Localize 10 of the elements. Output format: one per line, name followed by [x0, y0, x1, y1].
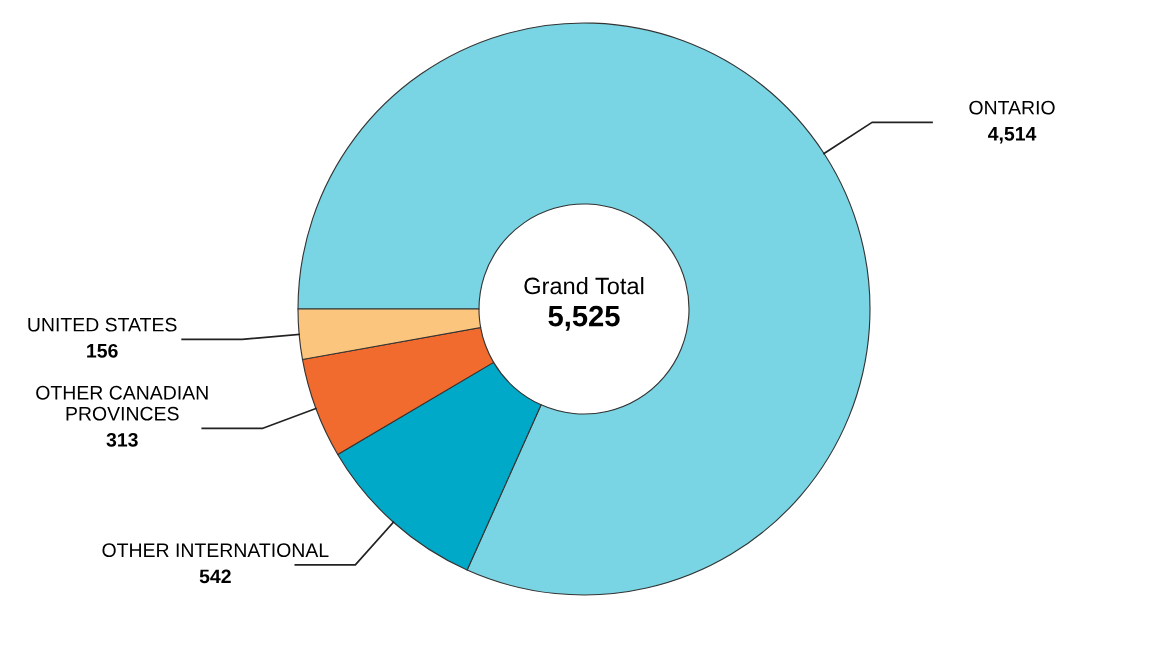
text: Grand Total	[524, 276, 644, 295]
data-label: 4,514	[988, 127, 1037, 144]
data-label: 542	[199, 569, 231, 584]
slice-label: OTHER INTERNATIONAL	[102, 543, 329, 558]
slice-label: UNITED STATES	[28, 317, 177, 332]
data-label: 313	[106, 432, 138, 447]
text: 5,525	[548, 305, 620, 331]
slice-label: OTHER CANADIAN PROVINCES	[36, 385, 208, 421]
data-label: 156	[87, 343, 118, 358]
slice-label: ONTARIO	[969, 100, 1055, 115]
